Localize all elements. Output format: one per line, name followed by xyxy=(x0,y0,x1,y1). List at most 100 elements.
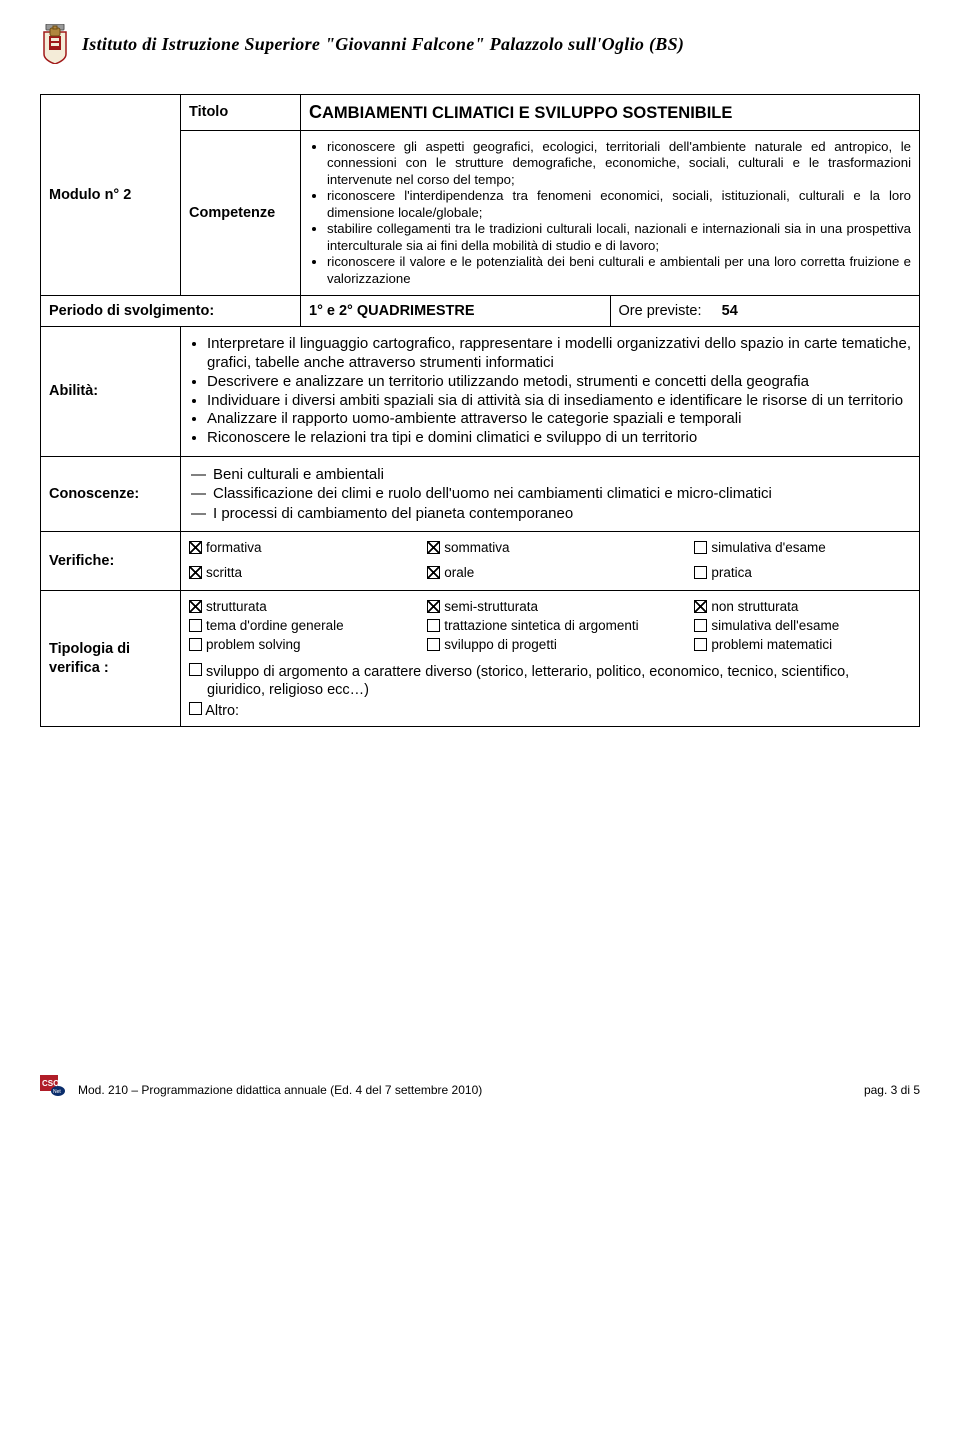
check-item: formativa xyxy=(189,540,427,557)
main-table: Modulo n° 2 Titolo CAMBIAMENTI CLIMATICI… xyxy=(40,94,920,727)
checkbox[interactable] xyxy=(189,541,202,554)
check-item: simulativa d'esame xyxy=(694,540,911,557)
school-logo xyxy=(40,24,70,64)
periodo-value: 1° e 2° QUADRIMESTRE xyxy=(309,303,475,319)
row-abilita: Abilità: Interpretare il linguaggio cart… xyxy=(41,327,920,457)
check-item: simulativa dell'esame xyxy=(694,618,911,635)
checkbox[interactable] xyxy=(427,566,440,579)
abilita-item: Descrivere e analizzare un territorio ut… xyxy=(207,373,911,392)
checkbox[interactable] xyxy=(694,541,707,554)
row-titolo: Modulo n° 2 Titolo CAMBIAMENTI CLIMATICI… xyxy=(41,95,920,131)
check-label: simulativa dell'esame xyxy=(711,618,839,635)
verifiche-cell: formativa sommativa simulativa d'esame scri… xyxy=(181,532,920,591)
titolo-label: Titolo xyxy=(181,95,301,131)
tipologia-long-label: sviluppo di argomento a carattere divers… xyxy=(206,664,849,698)
check-label: non strutturata xyxy=(711,599,798,616)
check-item: strutturata xyxy=(189,599,427,616)
tipologia-long: sviluppo di argomento a carattere divers… xyxy=(189,662,911,699)
tipologia-label: Tipologia di verifica : xyxy=(41,591,181,727)
checkbox[interactable] xyxy=(694,600,707,613)
tipologia-grid: strutturata semi-strutturata non struttura… xyxy=(189,597,911,656)
conoscenze-label: Conoscenze: xyxy=(41,456,181,532)
check-label: strutturata xyxy=(206,599,267,616)
header: Istituto di Istruzione Superiore "Giovan… xyxy=(40,24,920,64)
check-label: pratica xyxy=(711,565,752,582)
check-item: problem solving xyxy=(189,637,427,654)
competenze-cell: riconoscere gli aspetti geografici, ecol… xyxy=(301,130,920,296)
altro-label: Altro: xyxy=(205,703,239,719)
checkbox[interactable] xyxy=(189,566,202,579)
check-label: trattazione sintetica di argomenti xyxy=(444,618,638,635)
conoscenze-item: I processi di cambiamento del pianeta co… xyxy=(213,504,911,524)
check-label: problemi matematici xyxy=(711,637,832,654)
tipologia-cell: strutturata semi-strutturata non struttura… xyxy=(181,591,920,727)
checkbox[interactable] xyxy=(189,638,202,651)
check-label: scritta xyxy=(206,565,242,582)
check-item: semi-strutturata xyxy=(427,599,694,616)
check-item: pratica xyxy=(694,565,911,582)
abilita-cell: Interpretare il linguaggio cartografico,… xyxy=(181,327,920,457)
checkbox[interactable] xyxy=(189,619,202,632)
check-item: non strutturata xyxy=(694,599,911,616)
ore-cell: Ore previste: 54 xyxy=(610,296,920,327)
conoscenze-item: Classificazione dei climi e ruolo dell'u… xyxy=(213,484,911,504)
checkbox[interactable] xyxy=(427,600,440,613)
check-item: trattazione sintetica di argomenti xyxy=(427,618,694,635)
svg-text:Net: Net xyxy=(53,1089,61,1095)
check-item: tema d'ordine generale xyxy=(189,618,427,635)
page: Istituto di Istruzione Superiore "Giovan… xyxy=(0,0,960,1117)
institute-title: Istituto di Istruzione Superiore "Giovan… xyxy=(82,34,684,55)
periodo-label: Periodo di svolgimento: xyxy=(41,296,301,327)
check-item: problemi matematici xyxy=(694,637,911,654)
abilita-item: Analizzare il rapporto uomo-ambiente att… xyxy=(207,410,911,429)
row-periodo: Periodo di svolgimento: 1° e 2° QUADRIME… xyxy=(41,296,920,327)
footer-text-left: Mod. 210 – Programmazione didattica annu… xyxy=(78,1083,482,1097)
checkbox[interactable] xyxy=(694,566,707,579)
footer-text-right: pag. 3 di 5 xyxy=(864,1083,920,1097)
check-label: sommativa xyxy=(444,540,509,557)
verifiche-label: Verifiche: xyxy=(41,532,181,591)
checkbox-altro[interactable] xyxy=(189,702,202,715)
abilita-item: Individuare i diversi ambiti spaziali si… xyxy=(207,392,911,411)
check-label: problem solving xyxy=(206,637,301,654)
abilita-item: Riconoscere le relazioni tra tipi e domi… xyxy=(207,429,911,448)
module-label: Modulo n° 2 xyxy=(41,95,181,296)
checkbox-sviluppo-argomento[interactable] xyxy=(189,663,202,676)
checkbox[interactable] xyxy=(694,638,707,651)
verifiche-grid: formativa sommativa simulativa d'esame scri… xyxy=(189,538,911,584)
ore-label: Ore previste: xyxy=(619,303,702,319)
check-label: formativa xyxy=(206,540,262,557)
competenze-list: riconoscere gli aspetti geografici, ecol… xyxy=(309,139,911,288)
conoscenze-list: Beni culturali e ambientaliClassificazio… xyxy=(189,465,911,524)
check-item: orale xyxy=(427,565,694,582)
checkbox[interactable] xyxy=(427,638,440,651)
check-label: semi-strutturata xyxy=(444,599,538,616)
checkbox[interactable] xyxy=(427,541,440,554)
checkbox[interactable] xyxy=(427,619,440,632)
check-item: sommativa xyxy=(427,540,694,557)
conoscenze-item: Beni culturali e ambientali xyxy=(213,465,911,485)
abilita-label: Abilità: xyxy=(41,327,181,457)
check-label: tema d'ordine generale xyxy=(206,618,344,635)
tipologia-altro: Altro: xyxy=(189,701,911,720)
checkbox[interactable] xyxy=(694,619,707,632)
competenze-label: Competenze xyxy=(181,130,301,296)
spacer xyxy=(40,727,920,1067)
footer-left: CSQ Net Mod. 210 – Programmazione didatt… xyxy=(40,1075,482,1097)
competenze-item: riconoscere gli aspetti geografici, ecol… xyxy=(327,139,911,189)
titolo-value: CAMBIAMENTI CLIMATICI E SVILUPPO SOSTENI… xyxy=(309,104,732,122)
check-item: scritta xyxy=(189,565,427,582)
titolo-cell: CAMBIAMENTI CLIMATICI E SVILUPPO SOSTENI… xyxy=(301,95,920,131)
abilita-item: Interpretare il linguaggio cartografico,… xyxy=(207,335,911,373)
checkbox[interactable] xyxy=(189,600,202,613)
check-item: sviluppo di progetti xyxy=(427,637,694,654)
conoscenze-cell: Beni culturali e ambientaliClassificazio… xyxy=(181,456,920,532)
competenze-item: riconoscere l'interdipendenza tra fenome… xyxy=(327,188,911,221)
periodo-value-cell: 1° e 2° QUADRIMESTRE xyxy=(301,296,611,327)
row-conoscenze: Conoscenze: Beni culturali e ambientaliC… xyxy=(41,456,920,532)
csq-logo: CSQ Net xyxy=(40,1075,66,1097)
ore-value: 54 xyxy=(722,303,738,319)
check-label: sviluppo di progetti xyxy=(444,637,557,654)
check-label: orale xyxy=(444,565,474,582)
row-tipologia: Tipologia di verifica : strutturata semi-… xyxy=(41,591,920,727)
